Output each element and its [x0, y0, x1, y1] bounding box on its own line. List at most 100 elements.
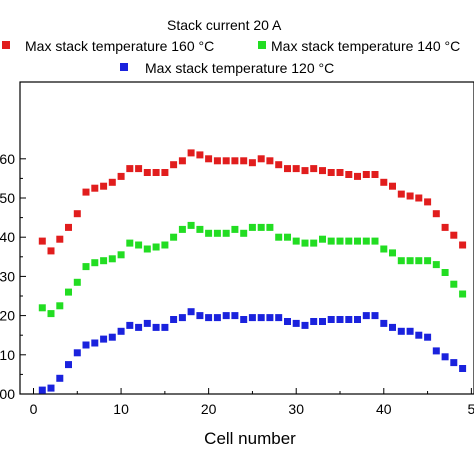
data-point	[196, 151, 204, 159]
data-point	[100, 182, 108, 190]
legend-marker-160	[2, 41, 10, 49]
data-point	[100, 335, 108, 343]
data-point	[65, 288, 72, 296]
data-point	[406, 192, 414, 200]
data-point	[73, 210, 81, 218]
data-point	[275, 161, 283, 169]
data-point	[170, 316, 178, 323]
data-point	[152, 323, 160, 331]
x-tick-label: 5	[467, 401, 474, 417]
data-point	[143, 245, 151, 253]
data-point	[108, 333, 116, 341]
data-point	[143, 319, 151, 327]
data-point	[389, 249, 396, 257]
data-point	[187, 308, 195, 316]
data-point	[345, 316, 353, 323]
data-point	[187, 149, 195, 157]
y-tick-label: 30	[0, 268, 15, 284]
data-point	[152, 169, 160, 176]
data-point	[205, 314, 213, 322]
data-point	[91, 259, 99, 267]
data-point	[284, 233, 291, 241]
data-point	[222, 312, 230, 320]
data-point	[415, 194, 423, 202]
data-point	[91, 339, 99, 347]
y-tick-label: 50	[0, 190, 15, 206]
data-point	[319, 318, 326, 325]
data-point	[441, 353, 449, 361]
data-point	[100, 257, 108, 265]
data-point	[213, 229, 221, 237]
data-point	[108, 255, 116, 263]
data-point	[47, 384, 55, 392]
series-1	[38, 221, 467, 318]
data-point	[432, 261, 440, 269]
data-point	[301, 321, 309, 329]
data-point	[117, 172, 125, 180]
data-point	[205, 229, 213, 237]
data-point	[450, 231, 458, 239]
data-point	[450, 280, 458, 288]
data-point	[380, 178, 388, 186]
y-tick-label: 20	[0, 308, 15, 324]
data-point	[38, 304, 46, 312]
data-point	[415, 331, 423, 339]
data-point	[222, 229, 230, 237]
data-point	[424, 257, 432, 265]
data-point	[310, 165, 318, 173]
data-point	[152, 243, 160, 251]
data-point	[292, 237, 300, 245]
data-point	[371, 171, 379, 178]
data-point	[82, 263, 90, 271]
data-point	[310, 239, 318, 247]
data-point	[257, 155, 265, 163]
data-point	[231, 157, 239, 165]
data-point	[354, 316, 361, 323]
data-point	[336, 237, 344, 245]
data-point	[441, 269, 449, 276]
data-point	[108, 178, 116, 186]
data-point	[415, 257, 423, 265]
legend-marker-140	[258, 41, 266, 49]
data-point	[56, 374, 64, 382]
data-point	[301, 167, 309, 175]
legend-entry-120: Max stack temperature 120 °C	[145, 60, 334, 76]
data-point	[301, 239, 309, 247]
data-point	[371, 237, 379, 245]
data-point	[292, 319, 300, 327]
y-tick-label: 60	[0, 151, 15, 167]
data-point	[319, 235, 326, 243]
data-point	[275, 314, 283, 322]
data-point	[73, 278, 81, 286]
legend-entry-160: Max stack temperature 160 °C	[25, 38, 214, 54]
data-point	[266, 314, 274, 322]
data-point	[82, 341, 90, 349]
y-axis: 00 10 20 30 40 50 60	[0, 151, 26, 402]
data-point	[240, 229, 248, 237]
data-point	[424, 198, 432, 206]
data-point	[240, 157, 248, 165]
legend-title: Stack current 20 A	[167, 17, 282, 33]
data-point	[380, 319, 388, 327]
data-point	[161, 169, 169, 176]
legend: Stack current 20 A Max stack temperature…	[2, 17, 460, 76]
data-point	[362, 171, 370, 178]
data-point	[406, 257, 414, 265]
data-point	[143, 169, 151, 176]
y-tick-label: 40	[0, 229, 15, 245]
legend-entry-140: Max stack temperature 140 °C	[271, 38, 460, 54]
data-point	[389, 323, 396, 331]
data-point	[459, 365, 467, 372]
data-point	[126, 165, 134, 173]
x-axis-title: Cell number	[204, 429, 296, 448]
x-tick-label: 10	[113, 401, 129, 417]
data-point	[284, 318, 291, 325]
data-point	[336, 316, 344, 323]
data-point	[178, 314, 186, 322]
data-point	[56, 235, 64, 243]
data-point	[397, 327, 405, 335]
data-point	[389, 182, 396, 190]
data-point	[65, 361, 72, 369]
data-point	[362, 237, 370, 245]
data-point	[178, 157, 186, 165]
